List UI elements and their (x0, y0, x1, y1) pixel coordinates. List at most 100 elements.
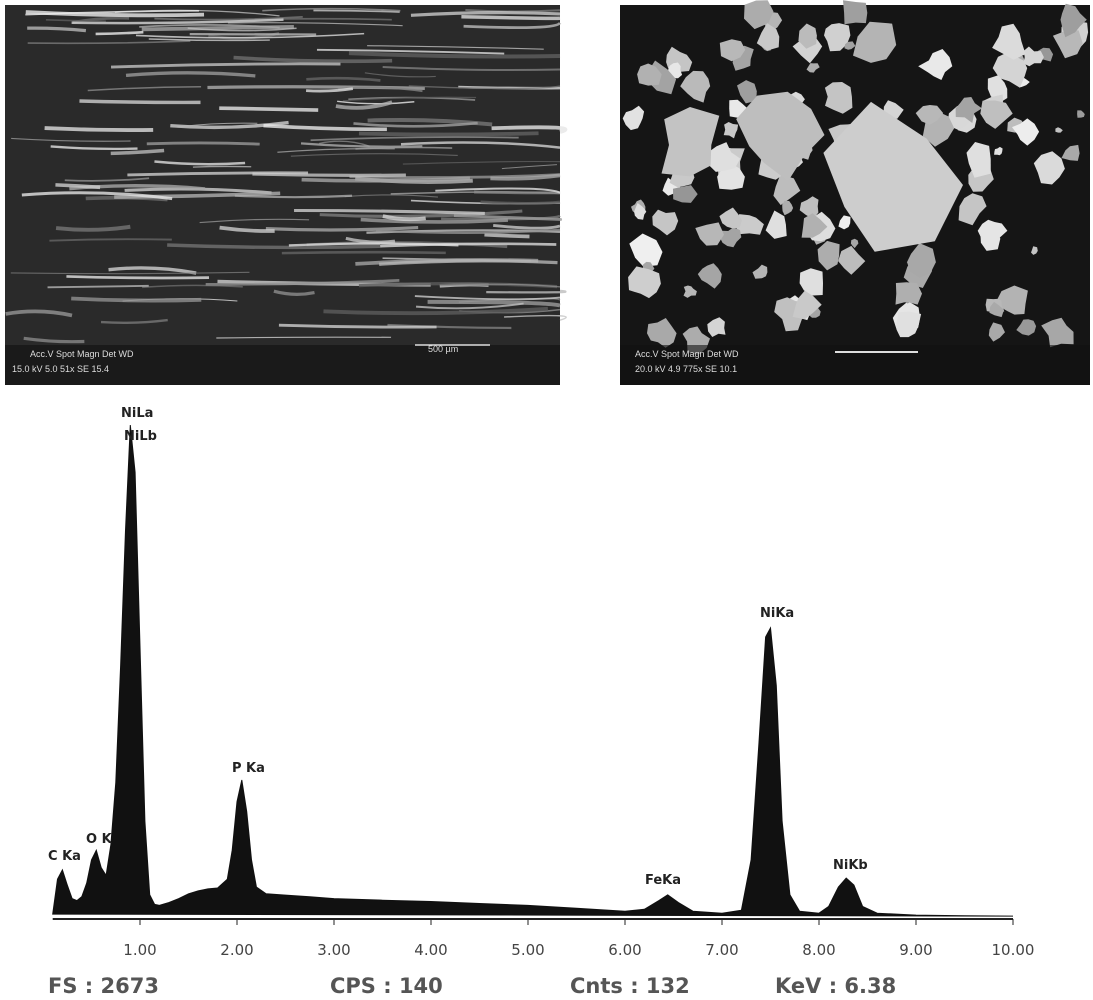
sem-streak (233, 55, 393, 64)
sem-particle (823, 101, 963, 252)
sem-streak (367, 45, 544, 50)
sem-particle (806, 63, 820, 73)
sem-particle (1052, 30, 1083, 59)
sem-particle (918, 49, 953, 80)
sem-particle (1077, 110, 1085, 118)
sem-particle (853, 21, 897, 63)
sem-streak (154, 160, 246, 166)
sem-streak (493, 224, 561, 230)
sem-particle (707, 317, 726, 337)
sem-particle (756, 23, 780, 51)
sem-streak (66, 275, 210, 280)
sem-particle (817, 240, 840, 271)
sem-params: 15.0 kV 5.0 51x SE 15.4 (12, 364, 109, 374)
sem-streak (463, 21, 562, 30)
sem-streak (44, 126, 154, 133)
sem-streak (100, 318, 168, 324)
sem-streak (27, 26, 87, 33)
sem-header: Acc.V Spot Magn Det WD (635, 349, 739, 359)
sem-streak (461, 15, 561, 21)
sem-streak (154, 16, 303, 21)
sem-particle (719, 227, 742, 248)
sem-streak (310, 136, 519, 142)
sem-particle (634, 203, 647, 220)
sem-streak (135, 32, 365, 39)
sem-particle (680, 70, 711, 103)
sem-streak (71, 18, 284, 25)
x-tick-label: 1.00 (123, 941, 156, 959)
sem-particle (1033, 151, 1065, 185)
sem-particle (707, 142, 741, 172)
sem-particle (895, 282, 922, 305)
sem-streak (344, 194, 438, 198)
peak-label: FeKa (645, 873, 681, 888)
sem-streak (281, 250, 446, 255)
sem-particle (1016, 319, 1037, 336)
sem-particle (799, 268, 823, 296)
sem-streak (387, 323, 512, 330)
sem-streak (318, 140, 370, 147)
sem-particle (994, 146, 1003, 156)
x-tick-label: 10.00 (992, 941, 1035, 959)
sem-particle (752, 264, 768, 279)
peak-label: NiKa (760, 606, 794, 621)
sem-info-strip (5, 345, 560, 385)
sem-particle (736, 91, 825, 182)
sem-streak (10, 271, 250, 275)
sem-particle (824, 23, 851, 52)
spectrum-area (52, 424, 1014, 917)
sem-streak (21, 191, 173, 201)
sem-streak (382, 214, 426, 222)
sem-streak (504, 314, 567, 321)
sem-image-right (620, 0, 1090, 385)
sem-streak (316, 48, 505, 55)
sem-particle (915, 105, 944, 125)
sem-streak (187, 27, 297, 32)
sem-streak (114, 191, 281, 199)
sem-streak (199, 218, 310, 224)
sem-streak (337, 100, 415, 105)
sem-params: 20.0 kV 4.9 775x SE 10.1 (635, 364, 737, 374)
sem-streak (427, 299, 561, 308)
x-tick-label: 5.00 (511, 941, 544, 959)
sem-streak (50, 145, 138, 151)
sem-streak (290, 153, 458, 157)
sem-streak (323, 306, 549, 316)
sem-particle (992, 23, 1026, 60)
sem-streak (110, 62, 341, 69)
sem-streak (49, 238, 172, 242)
sem-streak (414, 295, 561, 301)
sem-particle (850, 238, 859, 249)
sem-streak (415, 302, 524, 310)
sem-streak (5, 309, 73, 318)
sem-streak (376, 228, 561, 234)
sem-particle (1041, 317, 1074, 348)
sem-streak (400, 141, 561, 149)
sem-streak (278, 323, 437, 329)
sem-particle (773, 174, 801, 206)
sem-streak (219, 225, 275, 233)
sem-streak (192, 165, 252, 168)
sem-particle (695, 222, 724, 246)
sem-streak (382, 66, 561, 72)
sem-streak (47, 284, 149, 289)
sem-streak (110, 148, 165, 156)
sem-streak (167, 243, 381, 250)
sem-streak (501, 164, 557, 170)
sem-streak (380, 242, 557, 248)
sem-particle (622, 105, 645, 131)
sem-particle (1061, 144, 1080, 161)
x-tick-label: 8.00 (802, 941, 835, 959)
sem-particle (734, 214, 764, 235)
sem-streak (348, 51, 561, 59)
sem-streak (342, 96, 477, 102)
x-tick-label: 4.00 (414, 941, 447, 959)
sem-particle (628, 266, 661, 299)
sem-particle (844, 41, 856, 50)
sem-particle (989, 301, 1004, 318)
footer-stat: CPS : 140 (330, 974, 443, 998)
sem-streak (367, 117, 493, 127)
sem-particle (1060, 3, 1087, 38)
sem-particle (799, 196, 819, 220)
sem-particle (629, 233, 663, 267)
